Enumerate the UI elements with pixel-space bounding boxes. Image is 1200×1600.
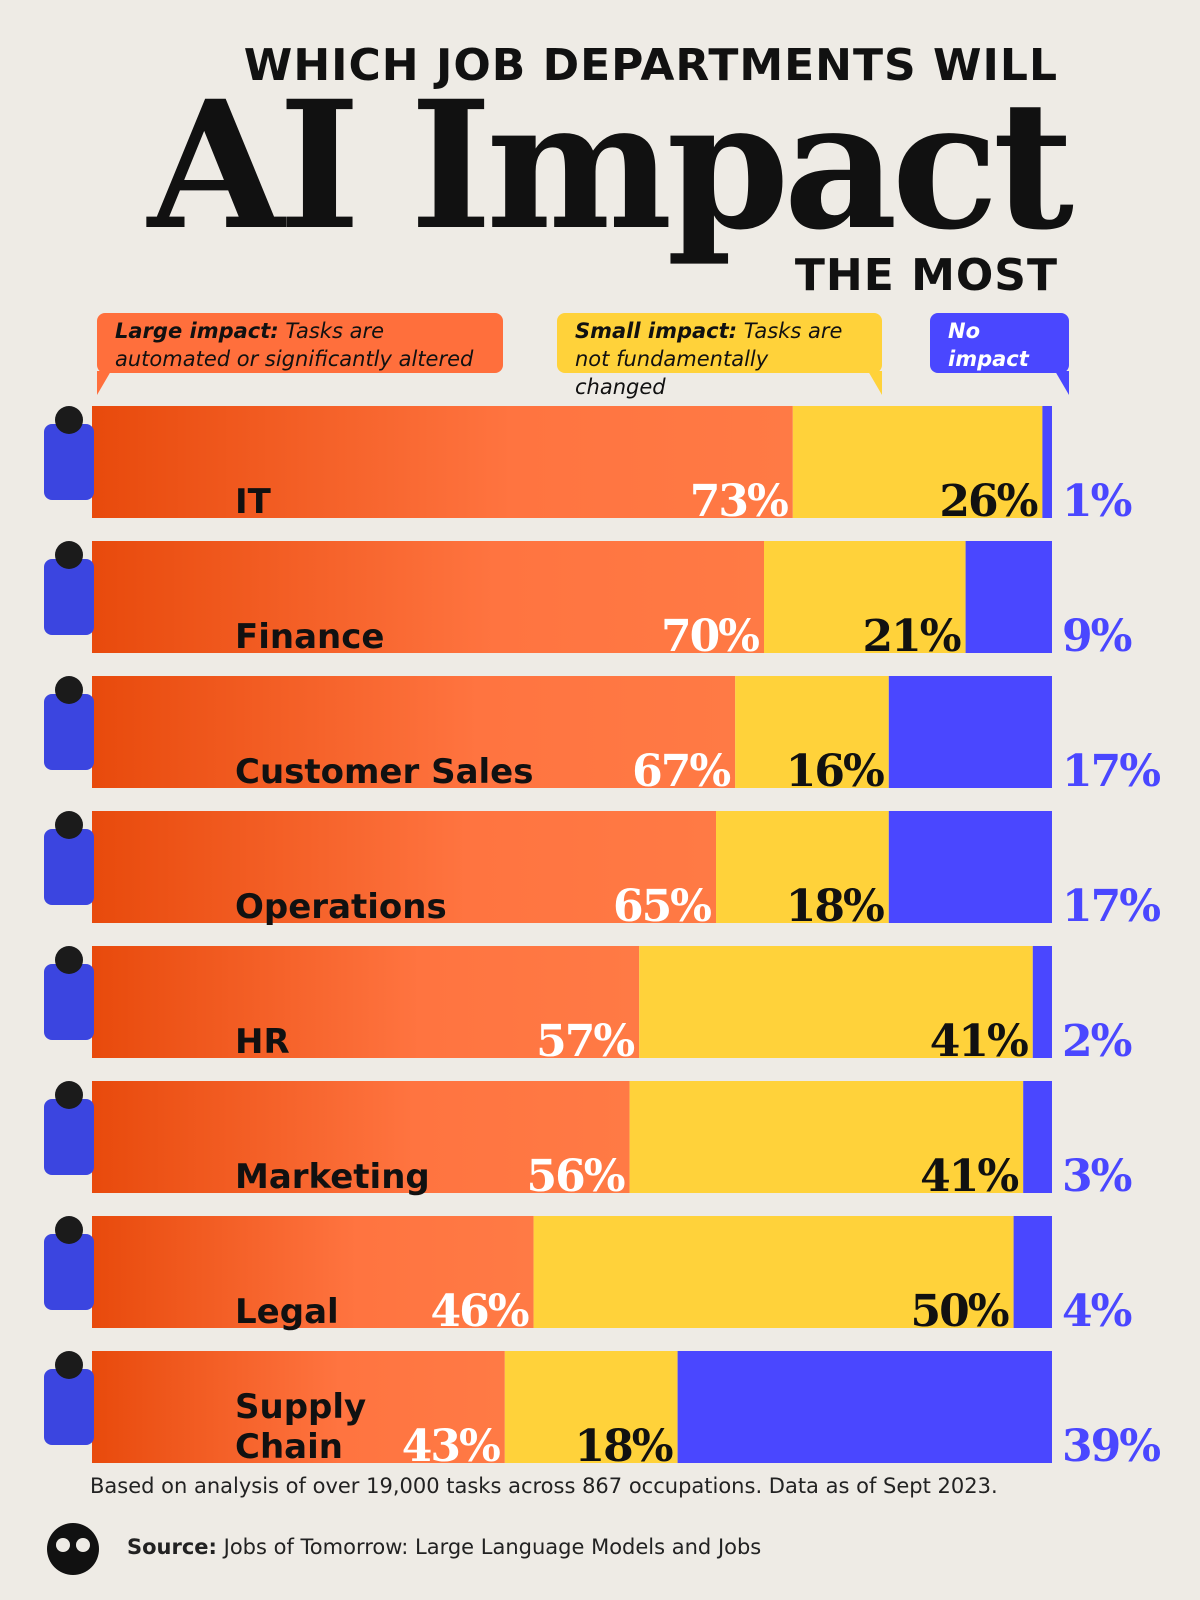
icon	[44, 694, 94, 770]
category-label: Legal	[235, 1292, 339, 1332]
source: Source: Jobs of Tomorrow: Large Language…	[127, 1535, 761, 1559]
value-label: 41%	[930, 1016, 1028, 1067]
value-label: 73%	[690, 476, 788, 527]
bar-segment	[1013, 1216, 1052, 1328]
value-label: 65%	[613, 881, 711, 932]
value-label: 9%	[1062, 611, 1132, 662]
bar-segment	[92, 946, 640, 1058]
bar-segment	[792, 406, 1043, 518]
icon	[55, 1216, 83, 1244]
value-label: 4%	[1062, 1286, 1132, 1337]
legend-name: Large impact:	[115, 319, 279, 343]
icon	[44, 1234, 94, 1310]
footnote: Based on analysis of over 19,000 tasks a…	[90, 1474, 998, 1498]
title-bottom: THE MOST	[794, 250, 1058, 301]
category-label: Operations	[235, 887, 447, 927]
icon	[44, 424, 94, 500]
bar-segment	[504, 1351, 678, 1463]
bar-segment	[533, 1216, 1014, 1328]
icon	[55, 1351, 83, 1379]
bar-segment	[716, 811, 889, 923]
icon	[44, 1099, 94, 1175]
legend-item: No impact	[930, 313, 1069, 395]
icon	[44, 559, 94, 635]
value-label: 18%	[575, 1421, 673, 1472]
category-label: Customer Sales	[235, 752, 534, 792]
bar-segment	[92, 1351, 505, 1463]
value-label: 43%	[402, 1421, 500, 1472]
category-label: Marketing	[235, 1157, 430, 1197]
value-label: 18%	[786, 881, 884, 932]
value-label: 1%	[1062, 476, 1132, 527]
bar-segment	[1032, 946, 1052, 1058]
source-logo	[47, 1523, 99, 1575]
bar-segment	[92, 406, 793, 518]
bar-segment	[92, 676, 736, 788]
legend-item: Large impact: Tasks are automated or sig…	[97, 313, 503, 395]
value-label: 50%	[911, 1286, 1009, 1337]
icon	[44, 964, 94, 1040]
value-label: 70%	[661, 611, 759, 662]
category-label: HR	[235, 1022, 290, 1062]
icon	[55, 811, 83, 839]
bar-segment	[764, 541, 966, 653]
value-label: 57%	[536, 1016, 634, 1067]
icon	[55, 406, 83, 434]
bar-segment	[629, 1081, 1024, 1193]
value-label: 46%	[431, 1286, 529, 1337]
value-label: 3%	[1062, 1151, 1132, 1202]
value-label: 56%	[527, 1151, 625, 1202]
bar-segment	[92, 1216, 534, 1328]
bar-segment	[735, 676, 889, 788]
bar-segment	[639, 946, 1033, 1058]
icon	[55, 541, 83, 569]
value-label: 2%	[1062, 1016, 1132, 1067]
value-label: 67%	[632, 746, 730, 797]
category-label: IT	[235, 482, 271, 522]
value-label: 17%	[1062, 881, 1160, 932]
icon	[55, 676, 83, 704]
value-label: 39%	[1062, 1421, 1160, 1472]
legend-description: Tasks are automated or significantly alt…	[115, 319, 474, 371]
bar-segment	[965, 541, 1052, 653]
legend-item: Small impact: Tasks are not fundamentall…	[557, 313, 882, 399]
value-label: 41%	[920, 1151, 1018, 1202]
source-label: Source:	[127, 1535, 217, 1559]
bar-segment	[92, 811, 716, 923]
value-label: 26%	[939, 476, 1037, 527]
bar-segment	[888, 676, 1052, 788]
legend-name: Small impact:	[575, 319, 738, 343]
title: AI Impact	[147, 62, 1074, 269]
bar-segment	[677, 1351, 1052, 1463]
bar-segment	[92, 541, 764, 653]
legend-description: Tasks are not fundamentally changed	[575, 319, 843, 399]
bar-segment	[1023, 1081, 1052, 1193]
icon	[55, 1081, 83, 1109]
title-top: WHICH JOB DEPARTMENTS WILL	[243, 40, 1058, 91]
icon	[44, 829, 94, 905]
category-label: Supply Chain	[235, 1387, 367, 1467]
legend-name: No impact	[948, 319, 1029, 371]
icon	[55, 946, 83, 974]
bar-segment	[92, 1081, 630, 1193]
icon	[44, 1369, 94, 1445]
category-label: Finance	[235, 617, 385, 657]
source-text: Jobs of Tomorrow: Large Language Models …	[223, 1535, 762, 1559]
value-label: 17%	[1062, 746, 1160, 797]
bar-segment	[888, 811, 1052, 923]
value-label: 16%	[786, 746, 884, 797]
value-label: 21%	[863, 611, 961, 662]
bar-segment	[1042, 406, 1052, 518]
